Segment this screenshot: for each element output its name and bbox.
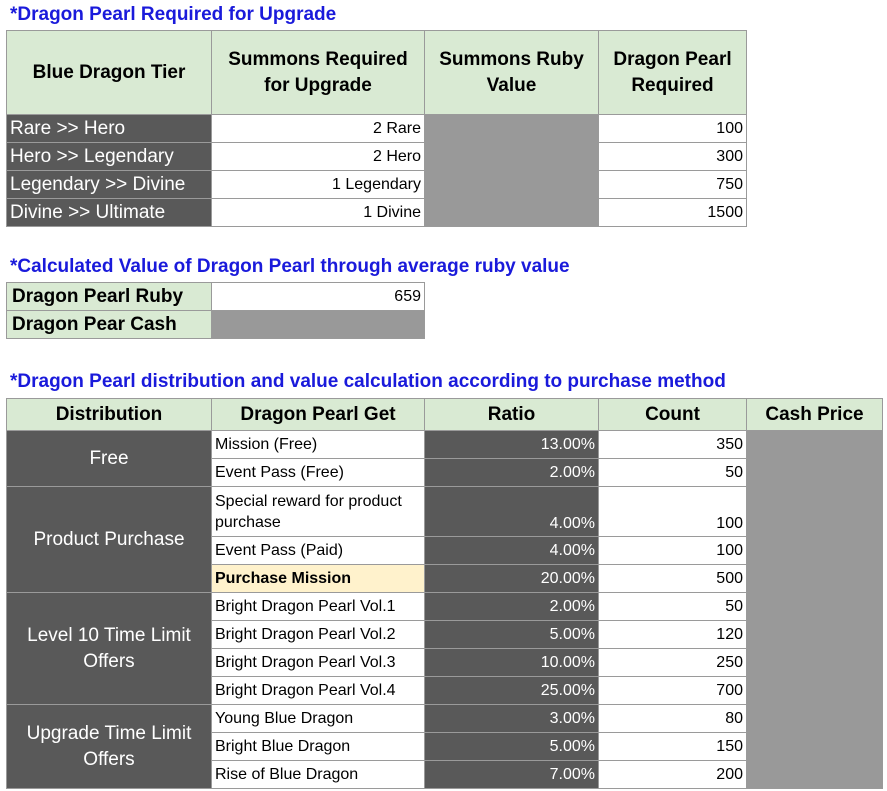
summons-cell: 1 Divine [211,198,425,227]
table-row: Hero >> Legendary 2 Hero 300 [6,142,747,171]
item-cell: Bright Dragon Pearl Vol.2 [211,620,425,649]
pearl-cell: 750 [598,170,747,199]
item-cell: Bright Blue Dragon [211,732,425,761]
summons-cell: 2 Rare [211,114,425,143]
table-row: Rise of Blue Dragon 7.00% 200 [7,760,883,789]
table-row: Legendary >> Divine 1 Legendary 750 [6,170,747,199]
table-row: Event Pass (Paid) 4.00% 100 [7,536,883,565]
table-row: Bright Dragon Pearl Vol.4 25.00% 700 [7,676,883,705]
cash-price-column [746,430,883,789]
count-cell: 80 [598,704,747,733]
ratio-cell: 4.00% [424,536,599,565]
table-row: Bright Blue Dragon 5.00% 150 [7,732,883,761]
table-row: Upgrade Time Limit Offers Young Blue Dra… [6,704,883,789]
ratio-cell: 2.00% [424,592,599,621]
count-cell: 120 [598,620,747,649]
count-cell: 100 [598,486,747,537]
header-ratio: Ratio [424,398,599,431]
ratio-cell: 5.00% [424,620,599,649]
header-summons-required: Summons Required for Upgrade [211,30,425,115]
item-cell: Bright Dragon Pearl Vol.3 [211,648,425,677]
table-row: Event Pass (Free) 2.00% 50 [7,458,883,487]
header-dragon-pearl-get: Dragon Pearl Get [211,398,425,431]
count-cell: 700 [598,676,747,705]
count-cell: 100 [598,536,747,565]
distribution-table: Distribution Dragon Pearl Get Ratio Coun… [6,398,883,789]
table-row: Divine >> Ultimate 1 Divine 1500 [6,198,747,227]
summons-cell: 1 Legendary [211,170,425,199]
table-row: Purchase Mission 20.00% 500 [7,564,883,593]
distribution-heading: *Dragon Pearl distribution and value cal… [10,371,726,392]
table-row: Bright Dragon Pearl Vol.3 10.00% 250 [7,648,883,677]
dragon-pearl-cash-label: Dragon Pear Cash [6,310,212,339]
item-cell: Special reward for product purchase [211,486,425,537]
count-cell: 150 [598,732,747,761]
value-heading: *Calculated Value of Dragon Pearl throug… [10,256,570,277]
count-cell: 200 [598,760,747,789]
pearl-cell: 100 [598,114,747,143]
dragon-pearl-ruby-label: Dragon Pearl Ruby [6,282,212,311]
summons-cell: 2 Hero [211,142,425,171]
tier-cell: Hero >> Legendary [6,142,212,171]
count-cell: 250 [598,648,747,677]
value-table: Dragon Pearl Ruby 659 Dragon Pear Cash [6,282,425,339]
tier-cell: Divine >> Ultimate [6,198,212,227]
item-cell: Event Pass (Free) [211,458,425,487]
upgrade-table: Blue Dragon Tier Summons Required for Up… [6,30,747,227]
count-cell: 350 [598,430,747,459]
header-summons-ruby-value: Summons Ruby Value [424,30,599,115]
pearl-cell: 300 [598,142,747,171]
ratio-cell: 7.00% [424,760,599,789]
count-cell: 500 [598,564,747,593]
group-upgrade-offers: Upgrade Time Limit Offers [6,704,212,789]
item-cell: Young Blue Dragon [211,704,425,733]
ratio-cell: 10.00% [424,648,599,677]
ratio-cell: 2.00% [424,458,599,487]
item-cell: Purchase Mission [211,564,425,593]
header-dragon-pearl-required: Dragon Pearl Required [598,30,747,115]
item-cell: Rise of Blue Dragon [211,760,425,789]
pearl-cell: 1500 [598,198,747,227]
item-cell: Bright Dragon Pearl Vol.4 [211,676,425,705]
ratio-cell: 4.00% [424,486,599,537]
ratio-cell: 13.00% [424,430,599,459]
dragon-pearl-ruby-value: 659 [211,282,425,311]
tier-cell: Rare >> Hero [6,114,212,143]
group-level-10-offers: Level 10 Time Limit Offers [6,592,212,705]
ratio-cell: 3.00% [424,704,599,733]
tier-cell: Legendary >> Divine [6,170,212,199]
table-row: Rare >> Hero 2 Rare 100 [6,114,747,227]
ratio-cell: 20.00% [424,564,599,593]
item-cell: Event Pass (Paid) [211,536,425,565]
table-row: Product Purchase Special reward for prod… [6,486,883,593]
item-cell: Mission (Free) [211,430,425,459]
summons-ruby-value-cell [424,114,599,227]
upgrade-heading: *Dragon Pearl Required for Upgrade [10,4,337,25]
header-distribution: Distribution [6,398,212,431]
table-row: Free Mission (Free) 13.00% 350 [6,430,883,789]
group-free: Free [6,430,212,487]
header-cash-price: Cash Price [746,398,883,431]
count-cell: 50 [598,458,747,487]
table-row: Bright Dragon Pearl Vol.2 5.00% 120 [7,620,883,649]
group-product-purchase: Product Purchase [6,486,212,593]
dragon-pearl-cash-value [211,310,425,339]
item-cell: Bright Dragon Pearl Vol.1 [211,592,425,621]
count-cell: 50 [598,592,747,621]
header-blue-dragon-tier: Blue Dragon Tier [6,30,212,115]
ratio-cell: 25.00% [424,676,599,705]
header-count: Count [598,398,747,431]
ratio-cell: 5.00% [424,732,599,761]
